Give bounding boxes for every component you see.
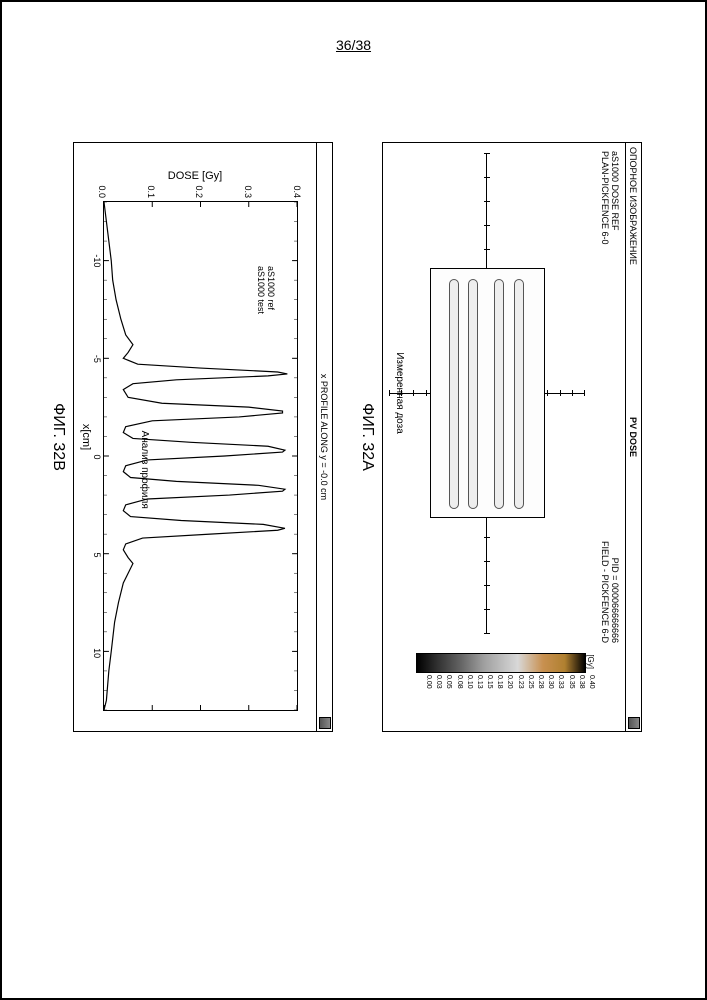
panel-a-body: aS1000 DOSE REF PLAN-PICKFENCE 6-0 PID =… [383,143,625,731]
x-tick-label: 5 [92,553,104,558]
panel-a-titlebar: ОПОРНОЕ ИЗОБРАЖЕНИЕ PV DOSE [625,143,641,731]
colorbar-unit: [Gy] [586,654,595,673]
profile-panel: x PROFILE ALONG y = -0.0 cm DOSE [Gy] aS… [73,142,333,732]
colorbar-tick-label: 0.28 [537,675,544,689]
colorbar-gradient [416,653,586,673]
y-tick-label: 0.3 [243,185,253,202]
figure-label-a: ФИГ. 32A [358,142,376,732]
window-control-icon[interactable] [628,717,640,729]
panel-b-wrapper: x PROFILE ALONG y = -0.0 cm DOSE [Gy] aS… [49,142,333,732]
legend: aS1000 ref aS1000 test [255,266,275,314]
panel-b-body: DOSE [Gy] aS1000 ref aS1000 test Анализ … [74,143,316,731]
colorbar-tick-label: 0.03 [435,675,442,689]
y-tick-label: 0.4 [292,185,302,202]
pencil-row [468,279,478,509]
header-right-line1: PID = 000066666666 [609,541,619,643]
y-tick-label: 0.0 [97,185,107,202]
colorbar-tick-label: 0.35 [568,675,575,689]
colorbar-tick-label: 0.13 [476,675,483,689]
colorbar-labels: 0.400.380.35 0.330.300.280.250.230.20 0.18… [425,675,595,689]
header-left: aS1000 DOSE REF PLAN-PICKFENCE 6-0 [599,151,619,245]
colorbar-tick-label: 0.08 [456,675,463,689]
panel-b-title: x PROFILE ALONG y = -0.0 cm [320,374,330,500]
colorbar-tick-label: 0.23 [517,675,524,689]
legend-item-test: aS1000 test [255,266,265,314]
header-right-line2: FIELD - PICKFENCE 6-D [599,541,609,643]
colorbar-tick-label: 0.40 [588,675,595,689]
measured-dose-label: Измеренная доза [394,352,405,434]
colorbar-tick-label: 0.18 [496,675,503,689]
panel-a-wrapper: ОПОРНОЕ ИЗОБРАЖЕНИЕ PV DOSE aS1000 DOSE … [358,142,642,732]
pencil-row [494,279,504,509]
y-tick-label: 0.2 [195,185,205,202]
colorbar-tick-label: 0.33 [557,675,564,689]
header-left-line2: PLAN-PICKFENCE 6-0 [599,151,609,245]
y-axis-label: DOSE [Gy] [168,170,222,182]
titlebar-center-text: PV DOSE [629,417,639,457]
colorbar: [Gy] 0.400.380.35 0.330.300.280.250.230.2… [416,653,595,725]
pencil-row [449,279,459,509]
header-right: PID = 000066666666 FIELD - PICKFENCE 6-D [599,541,619,643]
titlebar-left-text: ОПОРНОЕ ИЗОБРАЖЕНИЕ [629,147,639,265]
profile-chart: aS1000 ref aS1000 test Анализ профиля -1… [103,201,298,711]
colorbar-tick-label: 0.30 [547,675,554,689]
colorbar-tick-label: 0.25 [527,675,534,689]
dose-image-plot: Измеренная доза [390,153,585,633]
x-axis-label: x[cm] [80,424,92,450]
pencil-row [514,279,524,509]
colorbar-tick-label: 0.05 [445,675,452,689]
legend-item-ref: aS1000 ref [265,266,275,314]
y-tick-label: 0.1 [146,185,156,202]
colorbar-tick-label: 0.20 [507,675,514,689]
header-left-line1: aS1000 DOSE REF [609,151,619,245]
window-control-icon[interactable] [319,717,331,729]
pv-dose-panel: ОПОРНОЕ ИЗОБРАЖЕНИЕ PV DOSE aS1000 DOSE … [382,142,642,732]
colorbar-tick-label: 0.15 [486,675,493,689]
figure-label-b: ФИГ. 32B [49,142,67,732]
page-number: 36/38 [336,37,371,53]
field-box [430,268,545,518]
colorbar-tick-label: 0.00 [425,675,432,689]
x-tick-label: -10 [92,254,104,267]
x-tick-label: 10 [92,648,104,658]
panel-b-titlebar: x PROFILE ALONG y = -0.0 cm [316,143,332,731]
rotated-content: ОПОРНОЕ ИЗОБРАЖЕНИЕ PV DOSE aS1000 DOSE … [72,142,642,732]
panel-a-header: aS1000 DOSE REF PLAN-PICKFENCE 6-0 PID =… [597,147,621,727]
profile-annotation: Анализ профиля [139,431,150,509]
x-tick-label: 0 [92,454,104,459]
x-tick-label: -5 [92,355,104,363]
colorbar-tick-label: 0.38 [578,675,585,689]
colorbar-tick-label: 0.10 [466,675,473,689]
